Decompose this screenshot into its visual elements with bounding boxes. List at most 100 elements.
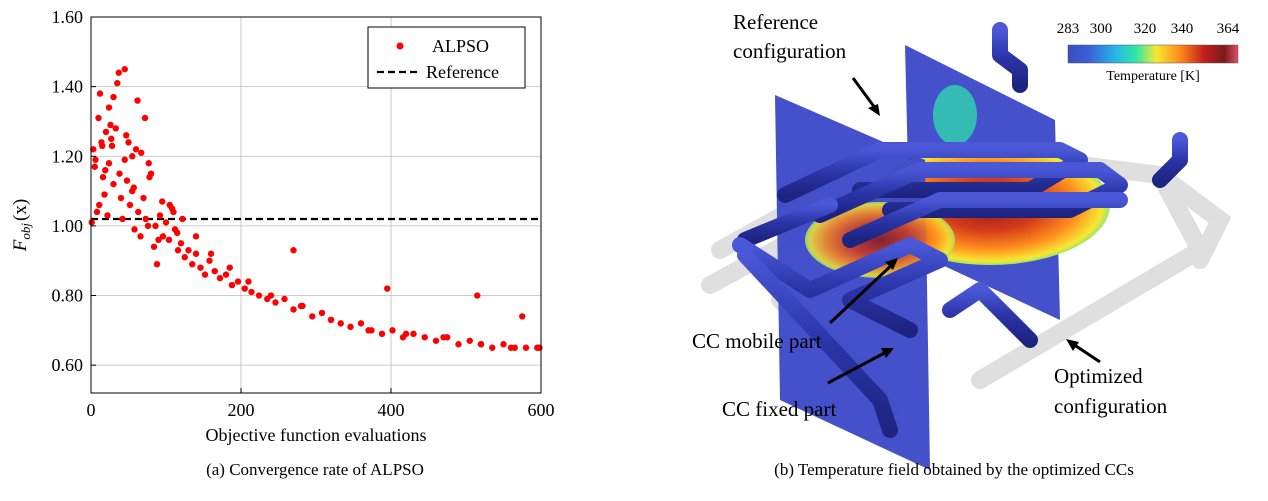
alpso-point [121,66,128,73]
optimized-pipes [732,22,1188,438]
alpso-point [117,194,125,202]
legend-alpso-label: ALPSO [432,36,489,56]
legend: ALPSO Reference [367,26,526,89]
alpso-point [226,264,233,271]
y-label-main: F [10,239,31,252]
y-label-arg: (x) [10,199,31,221]
x-axis-label: Objective function evaluations [206,425,427,445]
alpso-point [192,233,200,240]
alpso-point [177,240,185,247]
alpso-point [357,320,365,327]
alpso-point [536,344,543,351]
alpso-point [207,250,215,257]
alpso-point [297,302,305,310]
alpso-point [121,156,128,163]
colorbar-tick-1: 300 [1090,21,1113,37]
alpso-point [281,295,288,303]
alpso-point [327,316,335,324]
alpso-point [519,313,526,320]
alpso-point [174,247,182,254]
label-reference-2: configuration [733,39,847,63]
alpso-point [88,219,95,226]
alpso-point [93,208,101,216]
alpso-point [192,250,200,257]
caption-b: (b) Temperature field obtained by the op… [774,460,1134,479]
alpso-point [125,139,132,146]
alpso-point [245,278,252,285]
alpso-point [222,271,230,278]
alpso-point [267,292,275,299]
alpso-point [101,191,108,198]
xtick-label-2: 400 [378,400,405,420]
alpso-point [159,233,167,240]
ytick-label-0: 0.60 [52,355,84,375]
alpso-point [189,260,196,268]
colorbar-gradient [1067,44,1239,64]
convergence-chart: 0 200 400 600 0.60 0.80 1.00 1.20 1.40 1.60 Fobj (… [10,7,555,445]
alpso-point [290,247,297,254]
alpso-point [290,306,297,313]
alpso-point [179,215,186,223]
alpso-point [185,247,192,254]
alpso-point [211,267,218,275]
alpso-point [155,236,162,244]
alpso-point [114,79,121,87]
legend-reference-label: Reference [426,62,499,82]
xtick-label-1: 200 [228,400,255,420]
colorbar-tick-4: 364 [1217,21,1240,37]
y-label-sub: obj [18,223,33,240]
alpso-point [110,180,117,188]
alpso-point [337,320,344,327]
alpso-point [99,173,107,181]
alpso-point [150,243,158,250]
annotations [827,77,1101,385]
alpso-point [474,292,481,299]
alpso-point [206,257,213,264]
axis-ticks: 0 200 400 600 0.60 0.80 1.00 1.20 1.40 1.60 [52,7,555,420]
alpso-point [228,281,236,289]
alpso-point [105,104,113,111]
alpso-point [318,309,326,317]
alpso-point [216,274,224,282]
alpso-point [104,212,111,219]
alpso-point [153,260,161,268]
alpso-point [92,156,99,163]
ytick-label-2: 1.00 [52,216,84,236]
alpso-point [134,97,141,104]
alpso-point [135,208,142,216]
alpso-point [123,132,130,139]
alpso-point [141,114,149,122]
alpso-point [432,337,440,344]
alpso-point [174,229,181,237]
temperature-field-front [805,202,955,278]
alpso-point [108,142,116,150]
alpso-point [142,215,149,223]
ytick-label-5: 1.60 [52,7,84,27]
alpso-point [126,201,134,209]
label-cc-mobile: CC mobile part [692,329,822,353]
alpso-point [159,198,166,205]
label-cc-fixed: CC fixed part [722,397,836,421]
legend-box [367,26,526,89]
alpso-point [166,201,173,209]
alpso-point [112,125,119,132]
alpso-point [144,222,152,230]
figure-b: 283 300 320 340 364 Temperature [K] Refe… [560,0,1268,496]
colorbar-tick-3: 340 [1171,21,1194,37]
alpso-point [146,173,153,181]
alpso-point [162,219,170,226]
alpso-point [489,344,496,351]
alpso-point [110,93,117,101]
alpso-point [181,254,188,261]
alpso-point [234,278,242,285]
ytick-label-3: 1.20 [52,146,84,166]
alpso-point [248,288,255,296]
label-reference-1: Reference [733,10,818,34]
colorbar-title: Temperature [K] [1106,69,1199,84]
alpso-point [507,344,515,351]
temperature-field-cool [933,85,977,145]
ytick-label-4: 1.40 [52,77,84,97]
alpso-point [96,201,103,209]
alpso-point [201,271,209,278]
alpso-point [102,128,110,136]
